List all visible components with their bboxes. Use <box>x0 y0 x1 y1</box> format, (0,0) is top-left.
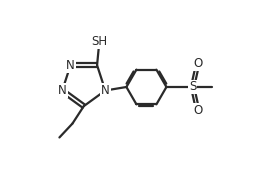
Text: O: O <box>193 57 202 70</box>
Text: N: N <box>101 84 110 97</box>
Text: N: N <box>58 84 67 97</box>
Text: SH: SH <box>91 35 107 48</box>
Text: S: S <box>189 81 196 93</box>
Text: N: N <box>66 59 75 72</box>
Text: O: O <box>193 104 202 117</box>
